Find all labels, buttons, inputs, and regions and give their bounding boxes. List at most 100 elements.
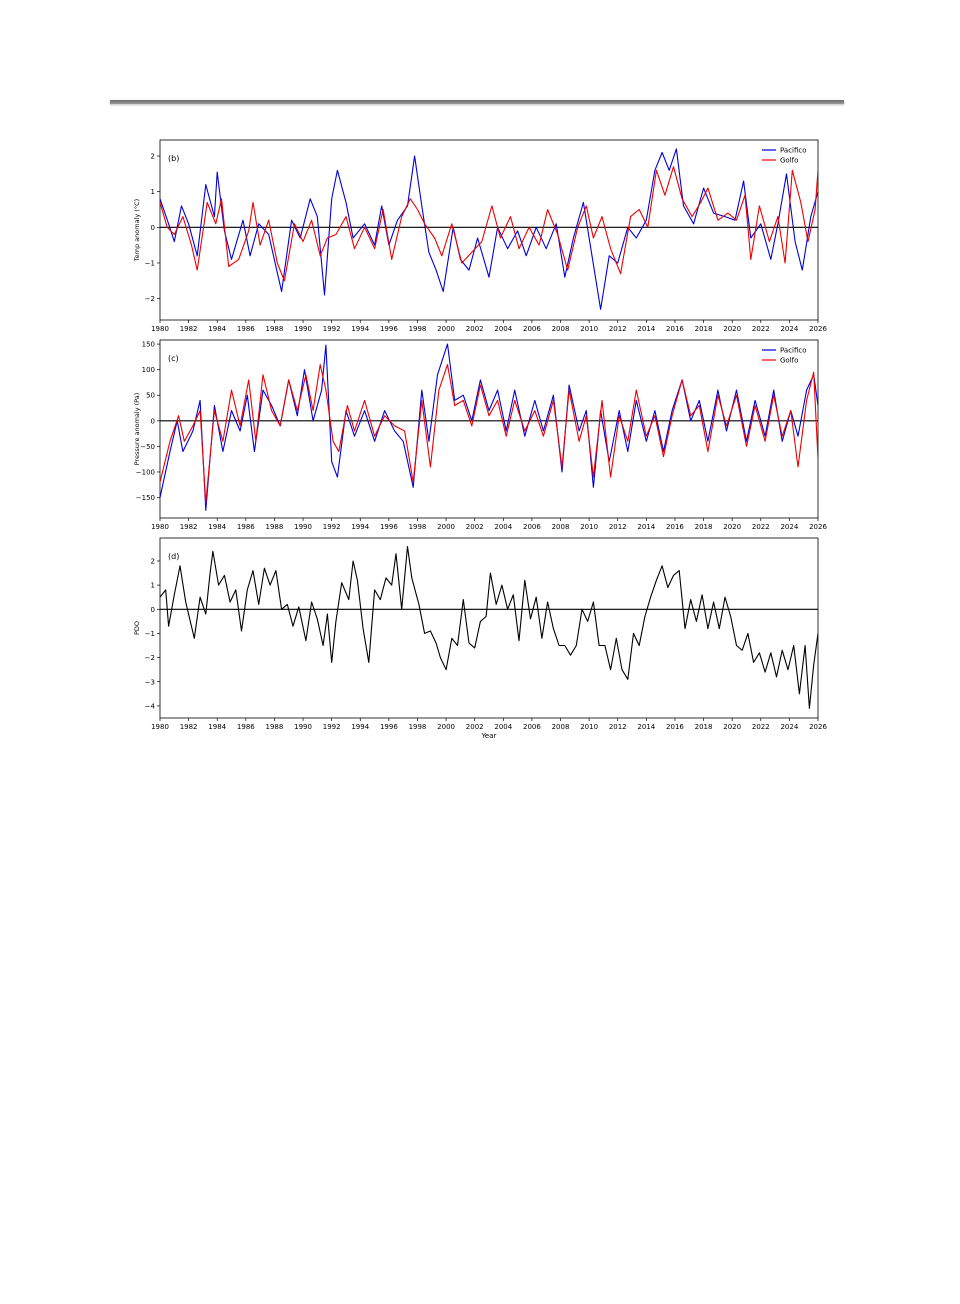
x-tick-label: 2022 <box>752 325 770 333</box>
y-tick-label: 2 <box>151 153 155 161</box>
x-tick-label: 1986 <box>237 523 255 531</box>
x-tick-label: 2004 <box>494 723 512 731</box>
y-tick-label: 1 <box>151 188 155 196</box>
x-tick-label: 2006 <box>523 523 541 531</box>
x-tick-label: 1998 <box>409 325 427 333</box>
x-tick-label: 1994 <box>351 523 369 531</box>
y-tick-label: 100 <box>142 366 155 374</box>
x-tick-label: 2006 <box>523 723 541 731</box>
y-axis-label: PDO <box>133 621 141 635</box>
plot-frame <box>159 139 819 321</box>
y-tick-label: 0 <box>151 224 155 232</box>
x-tick-label: 2018 <box>695 723 713 731</box>
x-tick-label: 2014 <box>637 325 655 333</box>
x-tick-label: 1988 <box>266 723 284 731</box>
x-tick-label: 2002 <box>466 723 484 731</box>
x-tick-label: 1980 <box>151 325 169 333</box>
x-tick-label: 1982 <box>180 523 198 531</box>
header-rule <box>110 100 844 104</box>
x-tick-label: 1986 <box>237 325 255 333</box>
figure: 1980 1982 1984 1986 1988 1990 1992 1994 1996 1998… <box>133 139 827 740</box>
x-tick-label: 2012 <box>609 723 627 731</box>
x-tick-label: 2010 <box>580 325 598 333</box>
x-tick-label: 1998 <box>409 523 427 531</box>
x-tick-label: 2000 <box>437 325 455 333</box>
x-axis-label: Year <box>481 732 497 740</box>
series-line-pdo <box>160 545 818 709</box>
legend-entry: Golfo <box>780 357 798 365</box>
x-tick-label: 1994 <box>351 325 369 333</box>
y-tick-label: 2 <box>151 557 155 565</box>
x-tick-label: 1992 <box>323 523 341 531</box>
y-axis-label: Temp anomaly (°C) <box>133 199 141 262</box>
y-axis-label: Pressure anomaly (Pa) <box>133 393 141 466</box>
x-tick-label: 2026 <box>809 325 827 333</box>
x-tick-label: 2026 <box>809 723 827 731</box>
x-tick-label: 2012 <box>609 325 627 333</box>
series-line-golfo <box>160 364 818 504</box>
x-tick-label: 1984 <box>208 325 226 333</box>
x-tick-label: 2006 <box>523 325 541 333</box>
legend-entry: Golfo <box>780 157 798 165</box>
y-tick-label: −2 <box>145 654 155 662</box>
x-tick-label: 2000 <box>437 723 455 731</box>
x-tick-label: 2010 <box>580 723 598 731</box>
x-tick-label: 1996 <box>380 723 398 731</box>
y-tick-label: 0 <box>151 606 155 614</box>
y-tick-label: −1 <box>145 259 155 267</box>
x-tick-label: 1998 <box>409 723 427 731</box>
x-tick-label: 2012 <box>609 523 627 531</box>
x-tick-label: 1992 <box>323 325 341 333</box>
x-tick-label: 1982 <box>180 325 198 333</box>
x-tick-label: 2002 <box>466 325 484 333</box>
x-tick-label: 2018 <box>695 325 713 333</box>
x-tick-label: 1988 <box>266 325 284 333</box>
y-tick-label: 0 <box>151 417 155 425</box>
x-tick-label: 2020 <box>723 523 741 531</box>
y-tick-label: −150 <box>136 494 155 502</box>
legend-entry: Pacifico <box>780 347 807 355</box>
chart-panel-1: 1980 1982 1984 1986 1988 1990 1992 1994 1996 1998… <box>133 339 827 531</box>
x-tick-label: 1992 <box>323 723 341 731</box>
x-tick-label: 1996 <box>380 523 398 531</box>
x-tick-label: 2020 <box>723 723 741 731</box>
x-tick-label: 1984 <box>208 723 226 731</box>
x-tick-label: 2008 <box>552 723 570 731</box>
x-tick-label: 2002 <box>466 523 484 531</box>
x-tick-label: 1990 <box>294 523 312 531</box>
x-tick-label: 2004 <box>494 523 512 531</box>
x-tick-label: 1996 <box>380 325 398 333</box>
y-tick-label: 1 <box>151 582 155 590</box>
x-tick-label: 1986 <box>237 723 255 731</box>
x-tick-label: 2024 <box>780 325 798 333</box>
x-tick-label: 2014 <box>637 723 655 731</box>
y-tick-label: −4 <box>145 702 156 710</box>
y-tick-label: −50 <box>140 443 155 451</box>
series-line-pacifico <box>160 343 818 511</box>
x-tick-label: 2018 <box>695 523 713 531</box>
x-tick-label: 1984 <box>208 523 226 531</box>
series-line-pacifico <box>160 148 818 310</box>
x-tick-label: 2010 <box>580 523 598 531</box>
y-tick-label: −1 <box>145 630 155 638</box>
panel-label: (c) <box>168 354 179 363</box>
x-tick-label: 1980 <box>151 723 169 731</box>
x-tick-label: 2022 <box>752 723 770 731</box>
x-tick-label: 2008 <box>552 325 570 333</box>
x-tick-label: 2020 <box>723 325 741 333</box>
x-tick-label: 2004 <box>494 325 512 333</box>
legend-entry: Pacifico <box>780 147 807 155</box>
y-tick-label: 150 <box>142 341 155 349</box>
chart-panel-2: 1980 1982 1984 1986 1988 1990 1992 1994 1996 1998… <box>133 537 827 740</box>
x-tick-label: 2016 <box>666 325 684 333</box>
y-tick-label: 50 <box>146 392 155 400</box>
panel-label: (b) <box>168 154 179 163</box>
y-tick-label: −2 <box>145 295 155 303</box>
x-tick-label: 1988 <box>266 523 284 531</box>
chart-panel-0: 1980 1982 1984 1986 1988 1990 1992 1994 1996 1998… <box>133 139 827 333</box>
x-tick-label: 1994 <box>351 723 369 731</box>
x-tick-label: 2008 <box>552 523 570 531</box>
x-tick-label: 2024 <box>780 723 798 731</box>
x-tick-label: 1982 <box>180 723 198 731</box>
y-tick-label: −100 <box>136 468 155 476</box>
